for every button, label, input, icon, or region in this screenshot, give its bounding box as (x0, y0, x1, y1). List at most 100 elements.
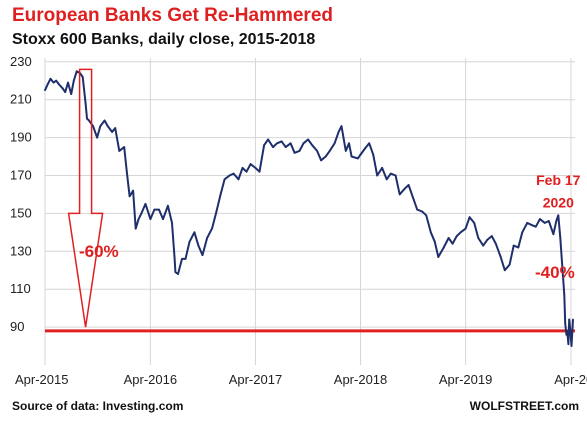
data-point (144, 203, 147, 205)
y-tick-label: 90 (10, 319, 24, 334)
data-point (403, 187, 406, 190)
gridlines (44, 58, 575, 365)
x-tick-label: Apr-2017 (229, 372, 282, 387)
data-point (372, 153, 375, 156)
data-point (530, 223, 533, 226)
x-tick-label: Apr-2019 (439, 372, 492, 387)
data-point (174, 271, 177, 273)
annotation-label: 2020 (543, 195, 574, 211)
data-point (84, 102, 87, 105)
data-point (284, 146, 287, 149)
data-point (44, 89, 46, 92)
data-point (241, 167, 244, 169)
data-point (526, 222, 529, 224)
data-point (552, 233, 555, 236)
data-point (188, 240, 191, 243)
data-point (570, 345, 573, 347)
data-point (171, 222, 173, 224)
data-point (114, 127, 117, 129)
data-point (455, 235, 458, 238)
data-point (416, 208, 419, 211)
data-point (561, 265, 564, 268)
data-point (499, 256, 502, 258)
data-point (421, 210, 423, 213)
data-point (565, 333, 568, 336)
data-point (363, 148, 366, 150)
data-point (464, 227, 467, 230)
x-tick-label: Apr-2018 (334, 372, 387, 387)
data-point (394, 174, 397, 177)
y-tick-label: 150 (10, 205, 32, 220)
data-point (140, 212, 143, 215)
data-point (389, 172, 392, 175)
data-point (368, 142, 371, 145)
brand-logo-text: WOLFSTREET.com (469, 399, 579, 413)
data-point (433, 240, 436, 243)
data-point (237, 178, 240, 181)
data-point (490, 235, 493, 238)
annotation-label: -40% (535, 263, 575, 282)
data-point (162, 218, 164, 221)
data-point (348, 142, 350, 145)
series-line (44, 70, 574, 347)
data-point (521, 231, 524, 234)
data-point (477, 237, 480, 239)
data-point (517, 246, 520, 249)
data-point (385, 178, 388, 181)
data-point (167, 204, 169, 207)
data-point (61, 87, 64, 90)
data-point (412, 197, 415, 200)
data-point (263, 144, 265, 147)
data-point (407, 184, 410, 186)
data-point (67, 81, 69, 84)
data-point (206, 237, 209, 239)
y-tick-label: 130 (10, 243, 32, 258)
data-point (307, 138, 309, 141)
data-point (568, 318, 571, 321)
data-point (447, 237, 450, 239)
data-point (320, 159, 322, 162)
data-point (72, 79, 75, 82)
data-point (280, 140, 283, 143)
data-point (543, 222, 546, 224)
data-point (459, 231, 462, 234)
data-point (181, 258, 183, 260)
data-point (376, 174, 379, 177)
data-point (58, 83, 60, 86)
x-tick-label: Apr-2015 (15, 372, 68, 387)
data-point (350, 155, 353, 158)
y-tick-label: 110 (10, 281, 31, 296)
data-point (201, 254, 204, 256)
data-point (547, 220, 550, 222)
data-point (429, 231, 432, 234)
series-group (44, 70, 574, 347)
data-point (539, 218, 541, 221)
source-note: Source of data: Investing.com (12, 399, 184, 413)
data-point (232, 172, 235, 175)
annotations: -60% Feb 17 2020 -40% (79, 172, 581, 282)
data-point (70, 93, 73, 95)
data-point (55, 79, 58, 82)
data-point (482, 244, 485, 247)
data-point (215, 212, 217, 215)
data-point (245, 170, 248, 173)
data-point (46, 83, 49, 86)
data-point (564, 322, 567, 325)
data-point (49, 77, 52, 80)
data-point (123, 146, 126, 149)
data-point (359, 153, 362, 156)
data-point (298, 150, 301, 152)
data-point (473, 222, 476, 224)
data-point (125, 170, 128, 173)
data-point (52, 81, 55, 84)
data-point (333, 142, 336, 145)
x-tick-label: Apr-2016 (124, 372, 177, 387)
axis-labels: 90 110 130 150 170 190 210 230 Apr-2015 Apr-2016 A… (10, 54, 587, 387)
data-point (437, 256, 440, 258)
data-point (503, 269, 506, 272)
data-point (486, 239, 489, 241)
data-point (103, 119, 106, 122)
data-point (563, 294, 566, 296)
data-point (92, 125, 94, 128)
